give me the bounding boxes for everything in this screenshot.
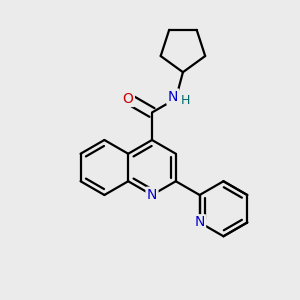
Text: O: O xyxy=(123,92,134,106)
Text: N: N xyxy=(168,90,178,104)
Text: N: N xyxy=(194,215,205,230)
Text: H: H xyxy=(181,94,190,107)
Text: N: N xyxy=(147,188,157,202)
